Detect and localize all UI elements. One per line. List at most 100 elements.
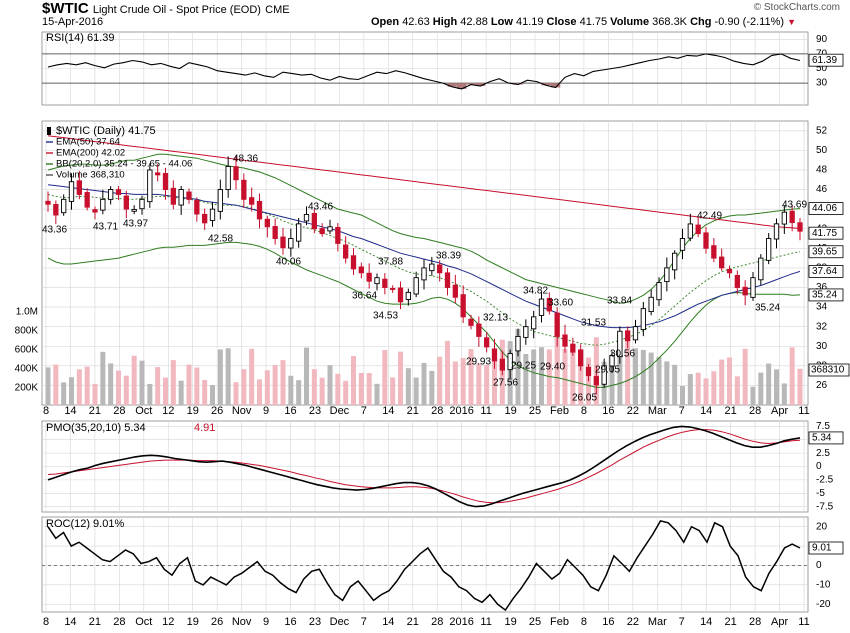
x-axis-label: 23	[309, 405, 321, 417]
volume-marker-text: 368310	[811, 365, 845, 376]
candle-body	[256, 200, 263, 220]
volume-value: 368.3K	[652, 16, 688, 28]
price-marker: 35.24	[808, 288, 844, 302]
x-axis-label: 8	[43, 616, 49, 628]
volume-bar	[335, 373, 341, 405]
candle-body	[632, 326, 639, 341]
volume-bar	[452, 361, 458, 405]
x-axis-label: 14	[382, 616, 394, 628]
volume-bar	[750, 386, 756, 405]
candle-body	[452, 284, 458, 298]
rsi-tick-label: 30	[816, 78, 828, 89]
x-axis-label: Nov	[232, 616, 252, 628]
price-tick-label: 26	[816, 380, 828, 391]
volume-bar	[108, 363, 114, 405]
candle-body	[538, 298, 545, 316]
price-annotation: 43.69	[782, 200, 807, 211]
x-axis-label: 8	[581, 405, 587, 417]
volume-bar	[515, 328, 521, 405]
price-tick-label: 52	[816, 125, 828, 136]
volume-bar	[304, 347, 309, 405]
price-annotation: 31.53	[581, 318, 606, 329]
x-axis-label: 26	[211, 616, 223, 628]
volume-marker-box	[808, 363, 850, 377]
candle-body	[202, 213, 208, 224]
candle-body	[272, 225, 278, 239]
roc-line	[47, 520, 801, 612]
chart-title: $WTIC Light Crude Oil - Spot Price (EOD)…	[42, 0, 290, 17]
x-axis-label: 26	[211, 405, 223, 417]
candle-body	[209, 208, 216, 221]
price-annotation: 26.05	[572, 393, 597, 404]
volume-bar	[53, 364, 59, 405]
volume-bar	[186, 364, 192, 405]
pmo-legend: PMO(35,20,10) 5.34	[46, 422, 146, 434]
volume-bar	[531, 349, 537, 405]
x-axis-label: Nov	[232, 405, 252, 417]
x-axis-label: 7	[679, 405, 685, 417]
price-annotation: 33.84	[607, 296, 632, 307]
x-axis-label: 8	[581, 616, 587, 628]
rsi-legend: RSI(14) 61.39	[46, 32, 114, 44]
high-value: 42.88	[460, 16, 488, 28]
candle-body	[546, 297, 552, 312]
volume-bar	[523, 354, 529, 405]
price-tick-label: 50	[816, 145, 828, 156]
x-axis-label: Apr	[771, 405, 788, 417]
candle-body	[288, 238, 294, 249]
volume-bar	[460, 358, 466, 405]
volume-bar	[92, 383, 98, 405]
candle-body	[170, 187, 176, 205]
candle-body	[405, 291, 411, 300]
price-marker-text: 39.65	[812, 246, 837, 257]
candle-body	[531, 316, 537, 330]
pmo-tick-label: 0	[816, 461, 822, 472]
x-axis-label: Oct	[135, 616, 152, 628]
volume-bar	[429, 370, 435, 405]
price-annotation: 29.40	[540, 362, 565, 373]
volume-bar	[687, 374, 693, 405]
x-axis-label: 7	[361, 616, 367, 628]
price-annotation: 48.36	[233, 154, 258, 165]
volume-bar	[742, 348, 748, 405]
price-annotation: 43.46	[308, 202, 333, 213]
candle-body	[648, 296, 654, 313]
candle-body	[155, 172, 161, 176]
roc-marker-box	[808, 541, 844, 555]
price-tick-label: 30	[816, 341, 828, 352]
volume-bar	[366, 372, 372, 405]
price-annotation: 29.05	[595, 365, 620, 376]
price-annotation: 36.64	[352, 291, 377, 302]
volume-bar	[84, 366, 90, 405]
volume-bar	[327, 365, 333, 405]
candle-body	[421, 267, 427, 281]
candle-body	[742, 286, 748, 296]
volume-bar	[609, 356, 615, 405]
price-marker-text: 35.24	[812, 290, 837, 301]
price-marker-box	[808, 226, 844, 240]
volume-bar	[492, 350, 497, 405]
candle-body	[264, 218, 270, 228]
rsi-oversold-fill	[541, 83, 551, 86]
candle-body	[609, 355, 615, 367]
roc-tick-label: 20	[816, 521, 828, 532]
candle-body	[726, 268, 733, 274]
volume-bar	[123, 375, 129, 405]
volume-bar	[546, 349, 552, 405]
roc-marker-text: 9.01	[812, 543, 832, 554]
volume-bar	[202, 379, 208, 405]
candle-body	[296, 223, 302, 242]
volume-bar	[194, 367, 200, 405]
rsi-oversold-fill	[456, 83, 467, 89]
pmo-tick-label: -2.5	[816, 475, 834, 486]
volume-label: Volume	[610, 16, 650, 28]
price-annotation: 37.88	[378, 257, 403, 268]
candle-body	[350, 255, 357, 270]
x-axis-label: 25	[529, 616, 541, 628]
x-axis-label: 21	[725, 405, 737, 417]
candle-body	[358, 266, 364, 274]
candle-body	[115, 189, 122, 195]
x-axis-label: 14	[64, 616, 76, 628]
candle-body	[366, 272, 372, 282]
candle-body	[562, 334, 568, 347]
